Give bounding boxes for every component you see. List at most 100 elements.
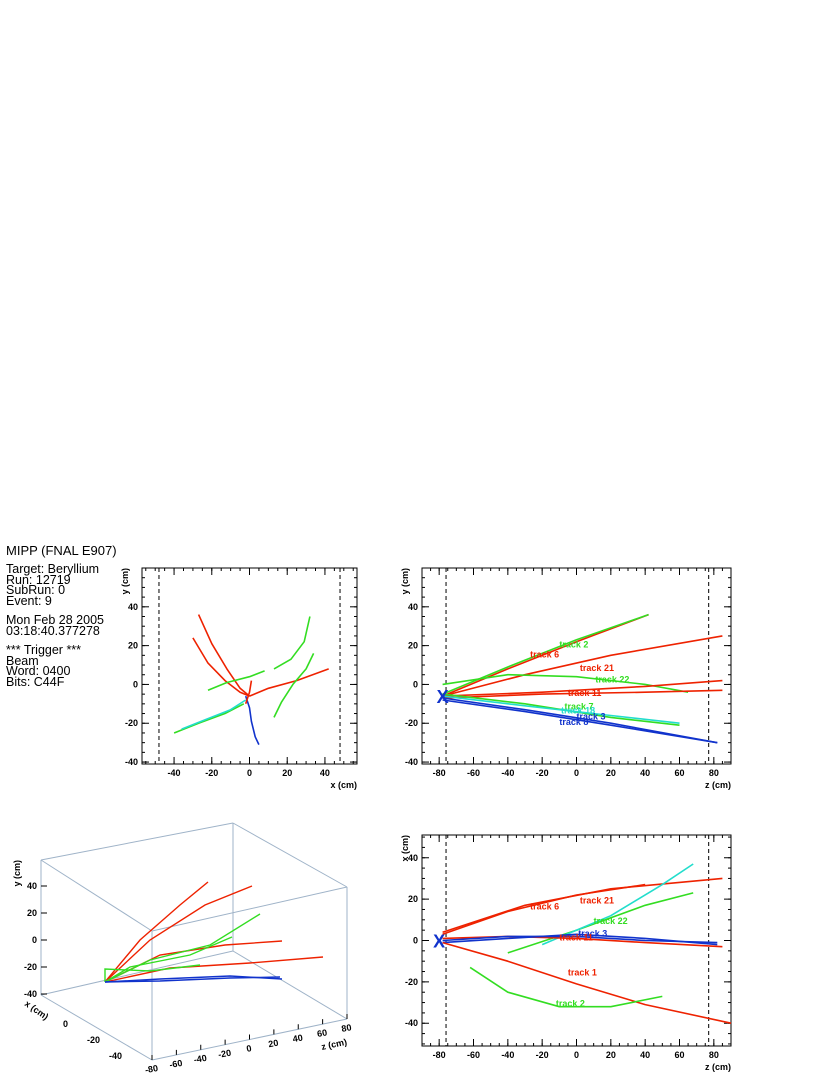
box-edge — [40, 994, 153, 1061]
track-label: track 3 — [578, 928, 607, 938]
y-tick-label: 20 — [408, 641, 418, 651]
track-label: track 6 — [530, 901, 559, 911]
track-line — [244, 695, 260, 745]
x-tick-label: 80 — [709, 768, 719, 778]
x-tick-label: -20 — [536, 1050, 549, 1060]
info-trigger-bits: Bits: C44F — [6, 674, 65, 689]
x-axis-label: z (cm) — [705, 780, 731, 790]
plot-frame — [421, 567, 732, 765]
track-line — [104, 964, 201, 982]
info-trigger-beam: Beam — [6, 653, 39, 668]
x-tick-label: 0 — [574, 768, 579, 778]
x-tick-label: -20 — [205, 768, 218, 778]
box-edge — [40, 859, 153, 932]
track-label: track 11 — [568, 688, 602, 698]
plot-frame — [141, 567, 358, 765]
track-line — [104, 956, 324, 983]
x-axis-label: x (cm) — [23, 998, 50, 1021]
x-axis-label: z (cm) — [705, 1062, 731, 1072]
track-label: track 1 — [568, 968, 597, 978]
x-tick-label: 40 — [640, 1050, 650, 1060]
y-tick-label: 20 — [128, 641, 138, 651]
track-line — [442, 673, 689, 693]
x-tick-label: 40 — [320, 768, 330, 778]
z-axis-label: z (cm) — [320, 1037, 348, 1052]
x-tick-label: 60 — [674, 1050, 684, 1060]
y-axis-label: x (cm) — [400, 835, 410, 862]
y-tick-label: 0 — [413, 679, 418, 689]
x-tick-label: 60 — [674, 768, 684, 778]
x-tick-label: -60 — [467, 768, 480, 778]
z-tick-label: 40 — [292, 1033, 304, 1045]
x-tick-label: -40 — [168, 768, 181, 778]
x-axis-label: x (cm) — [330, 780, 357, 790]
vertex-marker: X — [437, 687, 449, 707]
track-label: track 3 — [577, 711, 606, 721]
x-tick-label: 20 — [606, 1050, 616, 1060]
box-edge — [232, 822, 348, 888]
track-label: track 2 — [559, 640, 588, 650]
track-line — [442, 883, 646, 936]
event-info-panel: MIPP (FNAL E907) Target: Beryllium Run: … — [6, 543, 136, 689]
track-line — [104, 976, 281, 983]
x-tick-label: 0 — [63, 1019, 68, 1029]
track-line — [442, 695, 680, 724]
experiment-title: MIPP (FNAL E907) — [6, 543, 117, 558]
y-tick-label: -40 — [405, 1018, 418, 1028]
track-line — [104, 885, 253, 983]
info-trigger-word: Word: 0400 — [6, 664, 71, 678]
z-tick-label: 20 — [268, 1038, 280, 1050]
y-axis-label: y (cm) — [400, 568, 410, 595]
z-tick-label: -60 — [169, 1058, 184, 1070]
track-line — [442, 613, 649, 695]
track-label: track 21 — [580, 663, 614, 673]
track-line — [104, 936, 233, 983]
track-line — [507, 892, 694, 954]
track-line — [442, 697, 718, 744]
y-tick-label: -40 — [24, 989, 37, 999]
track-line — [173, 703, 245, 734]
track-line — [442, 689, 723, 699]
x-tick-label: 20 — [606, 768, 616, 778]
track-label: track 6 — [530, 649, 559, 659]
x-tick-label: -80 — [433, 768, 446, 778]
x-tick-label: -40 — [109, 1051, 122, 1061]
track-line — [541, 863, 694, 946]
track-line — [244, 680, 253, 705]
info-trigger-header: *** Trigger *** — [6, 643, 82, 657]
info-event: Event: 9 — [6, 593, 52, 608]
track-line — [442, 877, 723, 933]
track-line — [104, 913, 261, 983]
track-line — [442, 941, 732, 1024]
track-line — [197, 614, 251, 697]
track-line — [469, 966, 663, 1008]
track-line — [104, 881, 209, 983]
track-line — [442, 679, 723, 697]
track-line — [273, 616, 311, 670]
z-tick-label: 0 — [246, 1043, 253, 1054]
y-tick-label: -20 — [405, 977, 418, 987]
track-label: track 18 — [561, 706, 595, 716]
y-tick-label: -40 — [405, 757, 418, 767]
track-label: track 2 — [556, 999, 585, 1009]
x-tick-label: -60 — [467, 1050, 480, 1060]
x-tick-label: 20 — [282, 768, 292, 778]
y-tick-label: 40 — [408, 853, 418, 863]
track-line — [273, 653, 315, 718]
x-tick-label: 0 — [247, 768, 252, 778]
y-tick-label: -20 — [24, 962, 37, 972]
y-tick-label: 0 — [413, 936, 418, 946]
x-tick-label: 80 — [709, 1050, 719, 1060]
track-label: track 22 — [595, 674, 629, 684]
track-line — [442, 635, 723, 697]
y-tick-label: -20 — [125, 718, 138, 728]
info-time: 03:18:40.377278 — [6, 623, 100, 638]
box-edge — [151, 886, 348, 932]
x-tick-label: -20 — [536, 768, 549, 778]
y-axis-label: y (cm) — [12, 860, 22, 887]
z-tick-label: 80 — [341, 1022, 353, 1034]
y-tick-label: -40 — [125, 757, 138, 767]
x-tick-label: 0 — [574, 1050, 579, 1060]
info-run: Run: 12719 — [6, 572, 71, 587]
